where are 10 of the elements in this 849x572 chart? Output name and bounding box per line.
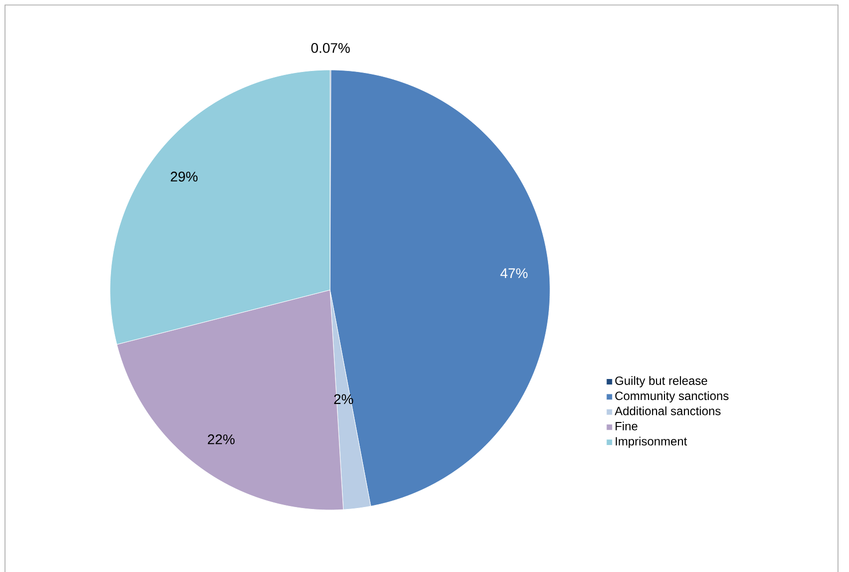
legend-label: Imprisonment	[616, 436, 687, 448]
data-label: 29%	[170, 172, 198, 182]
data-label: 2%	[334, 394, 354, 404]
legend-label: Fine	[616, 422, 638, 430]
data-label: 47%	[500, 268, 528, 278]
data-label: 22%	[208, 434, 235, 444]
legend-label: Community sanctions	[615, 391, 728, 402]
data-label: 0.07%	[311, 43, 350, 53]
legend-label: Guilty but release	[615, 376, 708, 388]
legend-label: Additional sanctions	[614, 406, 721, 416]
